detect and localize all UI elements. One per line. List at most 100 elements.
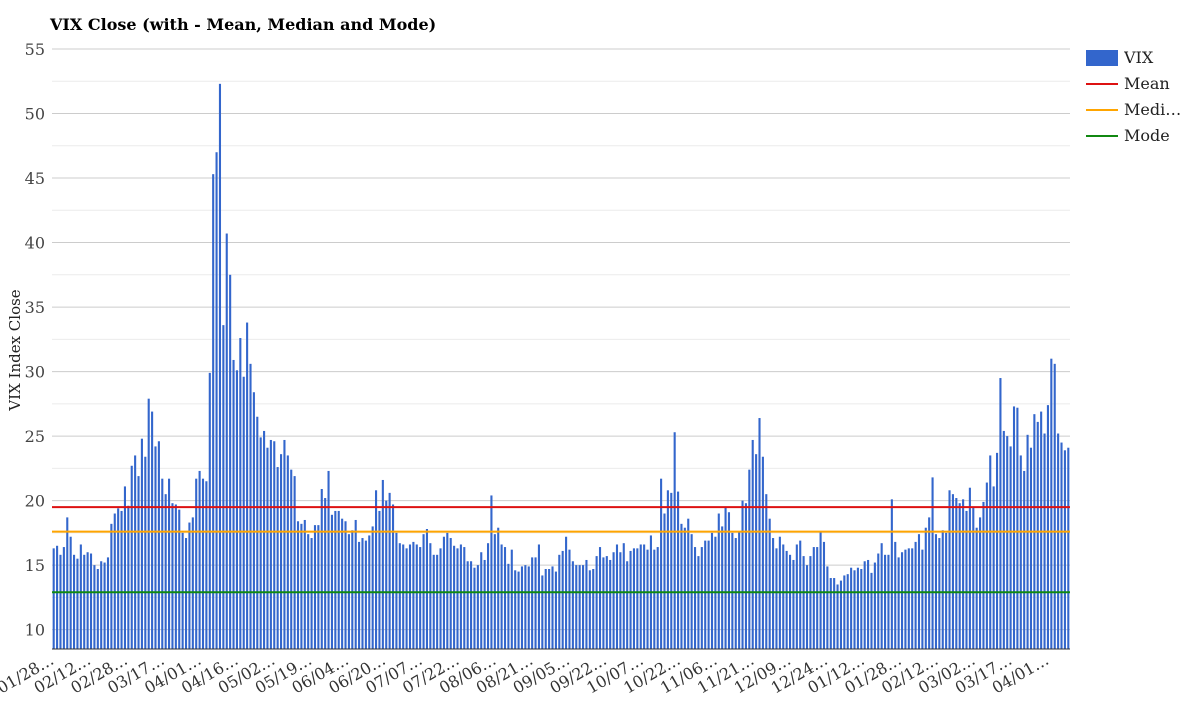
bar-vix <box>1046 405 1049 649</box>
y-tick-label: 25 <box>25 427 45 446</box>
bar-vix <box>863 561 866 649</box>
bar-vix <box>385 500 388 649</box>
bar-vix <box>453 545 456 649</box>
bar-vix <box>205 481 208 649</box>
bar-vix <box>181 532 184 649</box>
legend-label: Mode <box>1124 126 1170 145</box>
bar-vix <box>239 338 242 649</box>
bar-vix <box>727 512 731 649</box>
bar-vix <box>466 561 469 649</box>
bar-vix <box>73 554 76 649</box>
bar-vix <box>666 490 669 649</box>
y-tick-label: 45 <box>25 169 45 188</box>
bar-vix <box>436 554 439 649</box>
bar-vix <box>113 513 116 649</box>
bar-vix <box>178 509 181 649</box>
bar-vix <box>968 487 971 649</box>
bar-vix <box>76 558 79 649</box>
bar-vix <box>931 477 934 649</box>
bar-vix <box>66 517 69 649</box>
bar-vix <box>361 538 364 649</box>
bar-vix <box>1016 407 1019 649</box>
bar-vix <box>768 518 771 649</box>
bar-vix <box>785 550 788 649</box>
bar-vix <box>541 575 544 649</box>
bar-vix <box>480 552 483 649</box>
bar-vix <box>653 549 656 649</box>
bar-vix <box>989 455 992 649</box>
bar-vix <box>324 498 327 649</box>
bar-vix <box>120 510 123 649</box>
legend-swatch-line-icon <box>1086 109 1118 111</box>
bar-vix <box>259 437 262 649</box>
bar-vix <box>680 523 683 649</box>
bar-vix <box>951 494 954 649</box>
bar-vix <box>1036 421 1039 649</box>
bar-vix <box>432 554 435 649</box>
bar-vix <box>52 548 55 649</box>
bar-vix <box>744 503 747 649</box>
bar-vix <box>140 438 143 649</box>
bar-vix <box>334 510 337 649</box>
bar-vix <box>687 518 690 649</box>
y-tick-label: 30 <box>25 363 45 382</box>
grid-layer <box>52 48 1070 631</box>
bar-vix <box>941 530 944 649</box>
bar-vix <box>582 565 585 649</box>
bar-vix <box>867 559 870 649</box>
bar-vix <box>415 544 418 649</box>
bar-vix <box>1060 442 1063 649</box>
legend-item-mean[interactable]: Mean <box>1086 74 1198 100</box>
bar-vix <box>880 543 883 649</box>
bar-vix <box>164 494 167 649</box>
bar-vix <box>252 392 255 649</box>
bar-vix <box>833 578 836 649</box>
bar-vix <box>585 559 588 649</box>
bar-vix <box>1043 433 1046 649</box>
bar-vix <box>266 447 269 649</box>
bar-vix <box>772 538 775 649</box>
bar-vix <box>609 559 612 649</box>
bar-vix <box>877 553 880 649</box>
bar-vix <box>693 547 697 649</box>
bar-vix <box>1023 470 1026 649</box>
bar-vix <box>327 470 330 649</box>
bar-vix <box>663 513 666 649</box>
bar-vix <box>819 531 822 649</box>
legend-item-vix[interactable]: VIX <box>1086 48 1198 74</box>
bar-vix <box>483 559 486 649</box>
bar-vix <box>381 479 384 649</box>
legend-label: VIX <box>1124 48 1154 67</box>
y-tick-label: 55 <box>25 40 45 59</box>
legend-item-median[interactable]: Medi… <box>1086 100 1198 126</box>
bar-vix <box>507 563 510 649</box>
bar-vix <box>551 566 554 649</box>
bar-vix <box>1029 447 1033 649</box>
bar-vix <box>636 548 639 649</box>
bar-vix <box>924 527 927 649</box>
bar-vix <box>130 465 133 649</box>
bar-vix <box>697 556 700 649</box>
legend-item-mode[interactable]: Mode <box>1086 126 1198 152</box>
bar-vix <box>201 478 205 649</box>
bar-vix <box>1057 433 1060 649</box>
bar-vix <box>588 570 591 649</box>
bar-vix <box>904 549 907 649</box>
bar-vix <box>914 541 917 649</box>
bar-vix <box>191 517 194 649</box>
bar-vix <box>208 372 211 649</box>
bar-vix <box>765 494 768 649</box>
bar-vix <box>822 541 826 649</box>
bar-vix <box>283 439 286 649</box>
bar-vix <box>921 549 924 649</box>
bar-vix <box>995 452 999 649</box>
bar-vix <box>856 567 859 649</box>
bar-vix <box>853 570 856 649</box>
bar-vix <box>280 454 283 649</box>
bar-vix <box>222 325 225 649</box>
bar-vix <box>755 454 758 649</box>
bar-vix <box>955 498 958 649</box>
bar-vix <box>212 174 215 649</box>
bar-vix <box>887 554 890 649</box>
bar-vix <box>751 439 754 649</box>
